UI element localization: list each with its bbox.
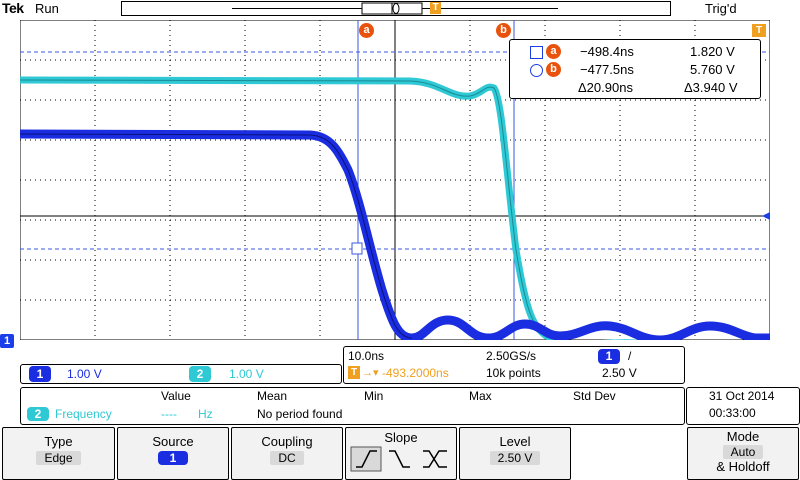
cursor-a-square-icon: [530, 46, 543, 59]
channel-scale-bar: 1 1.00 V 2 1.00 V: [20, 364, 342, 384]
menu-source[interactable]: Source 1: [117, 427, 229, 480]
record-length: 10k points: [486, 366, 541, 380]
slope-either-icon: [423, 450, 447, 468]
meas-header-value: Value: [161, 389, 191, 403]
trigger-level-marker: [762, 212, 770, 220]
trigger-slope-icon: /: [628, 349, 632, 363]
graticule-center-axes: [20, 20, 770, 340]
meas-source-badge: 2: [27, 407, 49, 421]
ch1-waveform-edge: [20, 133, 413, 339]
slope-options[interactable]: [347, 445, 455, 473]
waveform-display[interactable]: [20, 20, 770, 340]
meas-status: No period found: [257, 407, 343, 421]
menu-coupling-value: DC: [270, 451, 304, 465]
trigger-level-readout: 2.50 V: [602, 366, 637, 380]
record-view-bar: T: [121, 1, 671, 16]
menu-mode-value: Auto: [722, 445, 764, 459]
menu-level-value: 2.50 V: [489, 451, 541, 465]
slope-falling-icon: [389, 450, 410, 468]
ch2-scale[interactable]: 1.00 V: [229, 367, 264, 381]
menu-slope-label: Slope: [384, 430, 418, 445]
meas-unit: Hz: [198, 407, 213, 421]
meas-header-max: Max: [469, 389, 492, 403]
cursor-b-label: b: [546, 62, 561, 77]
timebase-readout[interactable]: 10.0ns 2.50GS/s 1 / T →▾ -493.2000ns 10k…: [343, 346, 685, 384]
cursor-delta-time: Δ20.90ns: [578, 80, 633, 95]
ch1-scale[interactable]: 1.00 V: [67, 367, 102, 381]
ch1-badge[interactable]: 1: [29, 366, 51, 382]
menu-level-label: Level: [499, 434, 531, 449]
meas-header-stddev: Std Dev: [573, 389, 616, 403]
arrow-icon: →▾: [362, 367, 379, 379]
meas-header-mean: Mean: [257, 389, 288, 403]
ch2-badge[interactable]: 2: [189, 366, 211, 382]
menu-source-value: 1: [157, 451, 189, 465]
run-state: Run: [35, 1, 59, 16]
menu-coupling[interactable]: Coupling DC: [231, 427, 343, 480]
menu-type-value: Edge: [36, 451, 81, 465]
cursor-b-time: −477.5ns: [580, 62, 634, 77]
trigger-position-value: -493.2000ns: [382, 366, 449, 380]
cursor-a-label: a: [546, 44, 561, 59]
cursor-delta-value: Δ3.940 V: [684, 80, 738, 95]
ch2-waveform-edge: [20, 79, 546, 336]
datetime-box: 31 Oct 2014 00:33:00: [686, 387, 800, 425]
menu-source-label: Source: [152, 434, 194, 449]
menu-level[interactable]: Level 2.50 V: [459, 427, 571, 480]
trigger-position-icon: T: [348, 366, 360, 379]
trigger-state: Trig'd: [705, 1, 737, 16]
cursor-a-crosspoint: [351, 242, 363, 255]
ch1-ground-marker[interactable]: 1: [0, 334, 14, 348]
menu-mode[interactable]: Mode Auto & Holdoff: [687, 427, 799, 480]
cursor-a-marker[interactable]: a: [359, 23, 374, 38]
menu-slope[interactable]: Slope: [345, 427, 457, 480]
time: 00:33:00: [709, 406, 756, 420]
menu-type[interactable]: Type Edge: [2, 427, 115, 480]
time-per-div: 10.0ns: [348, 349, 385, 363]
meas-name[interactable]: Frequency: [55, 407, 112, 421]
trigger-source-badge: 1: [598, 349, 620, 364]
measurement-table: Value Mean Min Max Std Dev 2 Frequency -…: [20, 387, 685, 425]
trigger-position-marker: T: [430, 2, 441, 14]
menu-mode-value2: & Holdoff: [716, 459, 770, 474]
menu-type-label: Type: [44, 434, 73, 449]
trigger-t-marker: T: [752, 24, 766, 37]
brand-logo: Tek: [2, 0, 24, 16]
cursor-a-value: 1.820 V: [690, 44, 735, 59]
cursor-a-time: −498.4ns: [580, 44, 634, 59]
cursor-b-marker[interactable]: b: [496, 23, 511, 38]
meas-header-min: Min: [364, 389, 384, 403]
cursor-b-value: 5.760 V: [690, 62, 735, 77]
date: 31 Oct 2014: [709, 389, 775, 403]
cursor-readout: a −498.4ns 1.820 V b −477.5ns 5.760 V Δ2…: [509, 39, 761, 99]
menu-coupling-label: Coupling: [261, 434, 313, 449]
sample-rate: 2.50GS/s: [486, 349, 537, 363]
cursor-b-circle-icon: [530, 64, 543, 77]
meas-value: ----: [161, 407, 177, 421]
menu-mode-label: Mode: [726, 429, 760, 444]
